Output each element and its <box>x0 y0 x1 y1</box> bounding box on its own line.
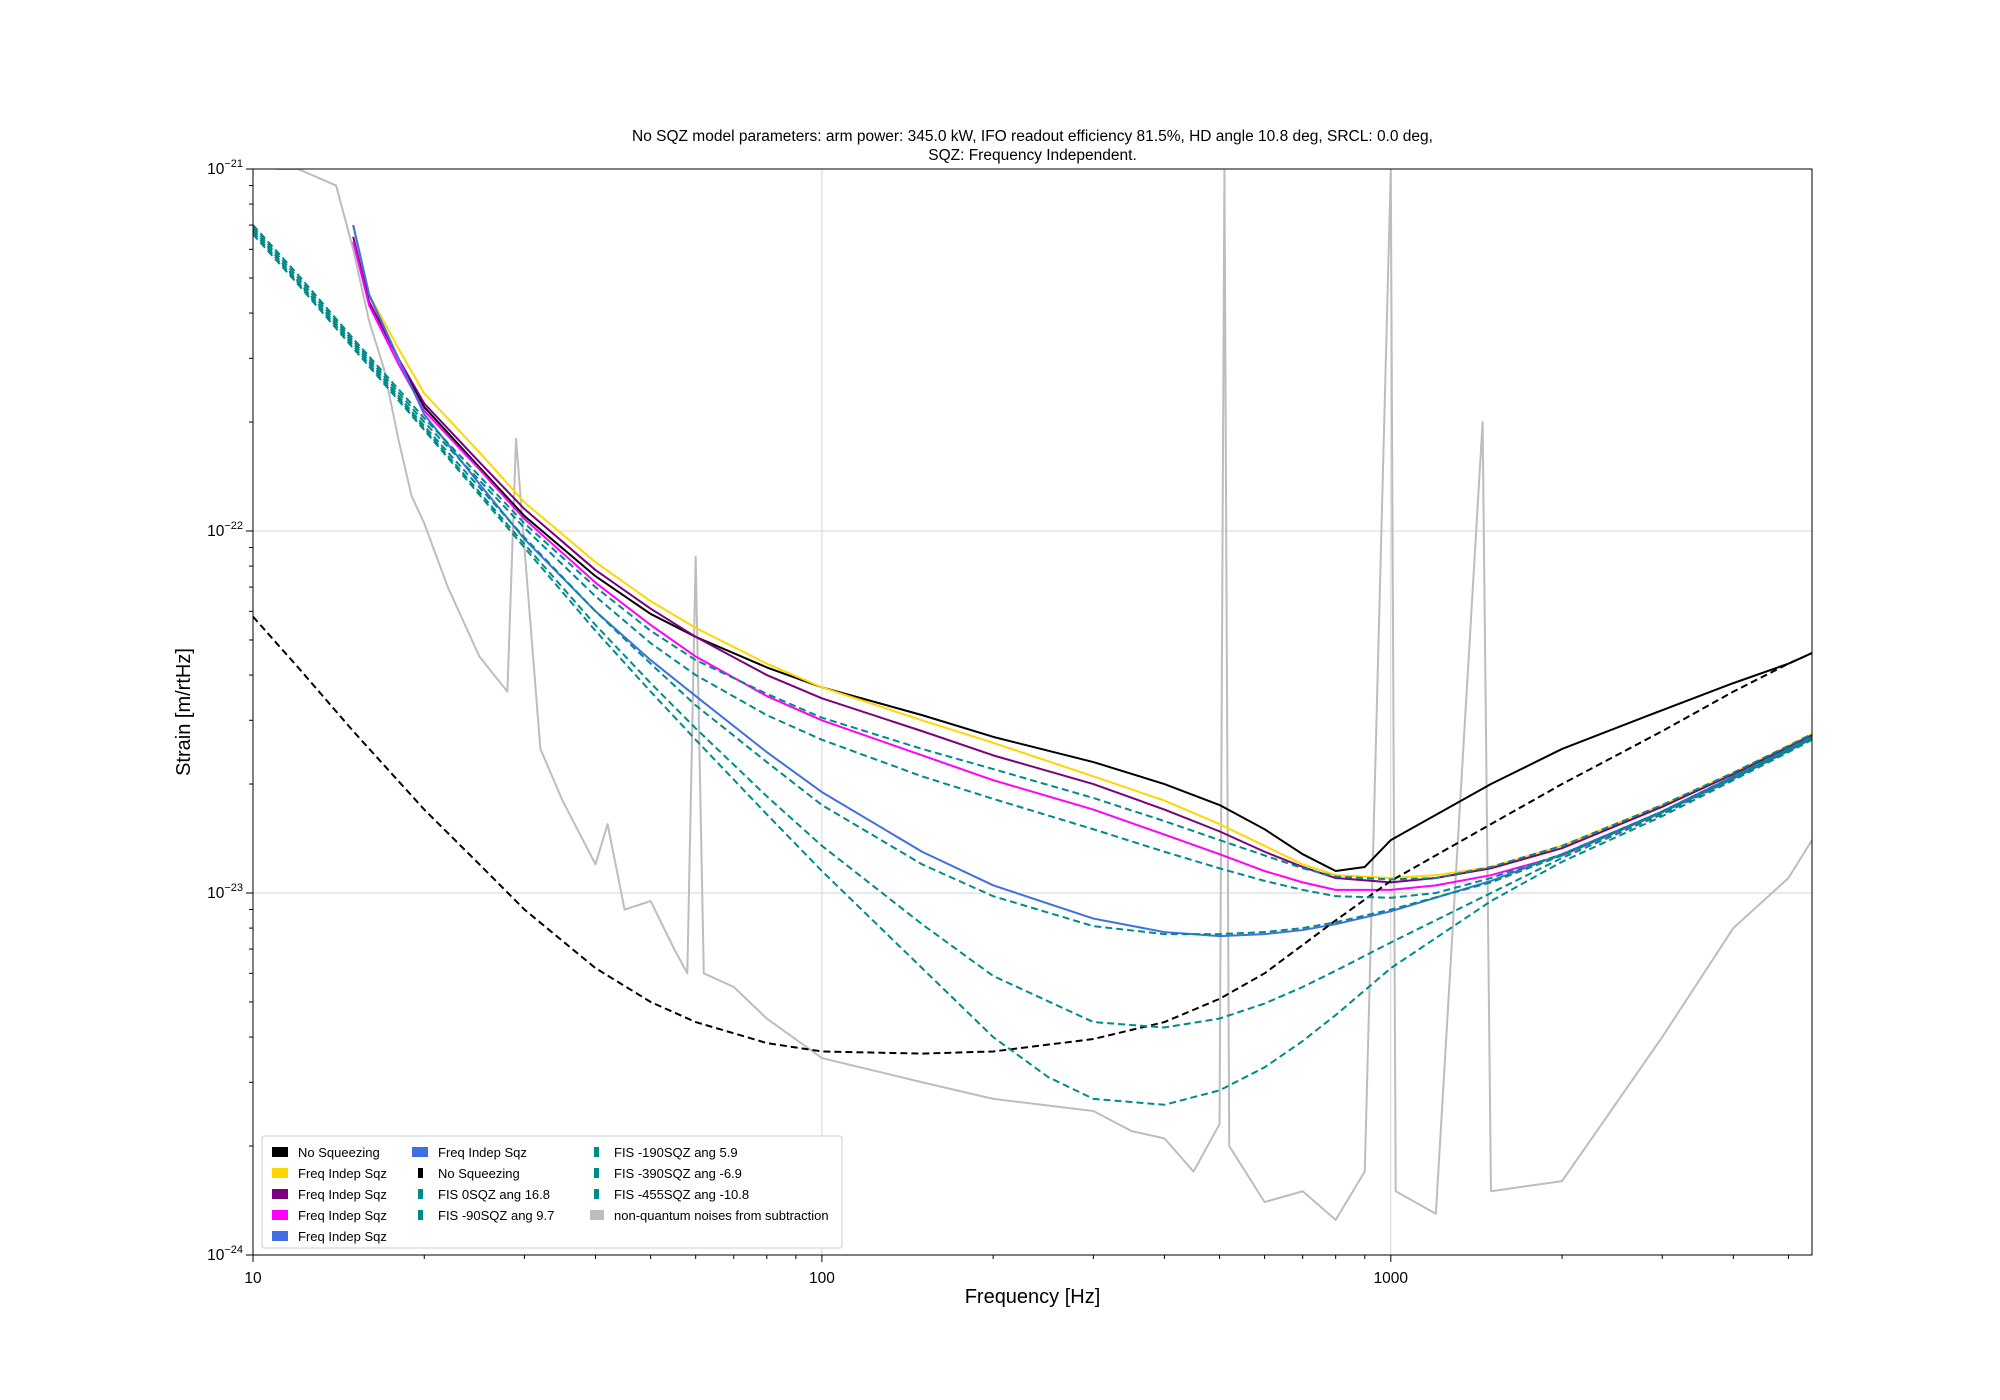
series-line-1 <box>352 224 1812 880</box>
legend-label: FIS -455SQZ ang -10.8 <box>614 1187 749 1202</box>
plot-area-frame <box>252 168 1813 1256</box>
legend-swatch <box>594 1168 599 1178</box>
y-tick-base: 10 <box>207 885 225 902</box>
legend-swatch <box>594 1189 599 1199</box>
y-tick-label: 10−21 <box>207 158 243 178</box>
legend-swatch <box>412 1147 428 1157</box>
x-tick-label: 1000 <box>1374 1270 1409 1287</box>
y-tick-label: 10−23 <box>207 882 243 902</box>
x-tick-label: 100 <box>809 1270 835 1287</box>
y-axis-label: Strain [m/rtHz] <box>173 648 195 776</box>
x-axis-label: Frequency [Hz] <box>965 1286 1101 1308</box>
legend-swatch <box>590 1210 604 1220</box>
legend-box <box>261 1135 843 1249</box>
legend-swatch <box>418 1189 423 1199</box>
y-tick-base: 10 <box>207 1247 225 1264</box>
y-tick-label: 10−22 <box>207 520 243 540</box>
legend-swatch <box>594 1147 599 1157</box>
y-tick-exponent: −21 <box>224 158 243 170</box>
legend-swatch <box>418 1168 423 1178</box>
series-line-9 <box>253 231 1812 1029</box>
y-tick-label: 10−24 <box>207 1244 243 1264</box>
x-tick-label: 10 <box>244 1270 262 1287</box>
legend-label: FIS -390SQZ ang -6.9 <box>614 1166 742 1181</box>
legend-label: FIS 0SQZ ang 16.8 <box>438 1187 550 1202</box>
y-tick-base: 10 <box>207 161 225 178</box>
series-line-8 <box>253 228 1812 936</box>
legend: No Squeezing Freq Indep Sqz Freq Indep Sqz… <box>261 1135 843 1249</box>
series-line-11 <box>276 169 1812 1221</box>
legend-label: No Squeezing <box>298 1145 380 1160</box>
series-line-7 <box>253 226 1812 899</box>
chart-title-line-1: No SQZ model parameters: arm power: 345.… <box>632 128 1433 145</box>
series-line-10 <box>253 233 1812 1106</box>
series-line-0 <box>352 224 1812 873</box>
legend-swatch <box>272 1210 288 1220</box>
y-tick-exponent: −23 <box>224 882 243 894</box>
legend-label: Freq Indep Sqz <box>298 1229 387 1244</box>
legend-swatch <box>272 1168 288 1178</box>
chart-title-line-2: SQZ: Frequency Independent. <box>928 147 1137 164</box>
legend-label: Freq Indep Sqz <box>298 1187 387 1202</box>
series-line-6 <box>253 224 1812 881</box>
legend-swatch <box>272 1147 288 1157</box>
legend-label: No Squeezing <box>438 1166 520 1181</box>
y-tick-exponent: −24 <box>224 1244 243 1256</box>
legend-label: Freq Indep Sqz <box>298 1166 387 1181</box>
series-line-5 <box>253 615 1812 1055</box>
legend-label: non-quantum noises from subtraction <box>614 1208 829 1223</box>
series-lines <box>253 169 1812 1221</box>
legend-label: FIS -190SQZ ang 5.9 <box>614 1145 738 1160</box>
legend-swatch <box>272 1231 288 1241</box>
legend-label: Freq Indep Sqz <box>298 1208 387 1223</box>
legend-label: Freq Indep Sqz <box>438 1145 527 1160</box>
legend-swatch <box>418 1210 423 1220</box>
legend-swatch <box>272 1189 288 1199</box>
series-line-2 <box>352 236 1812 884</box>
y-tick-base: 10 <box>207 523 225 540</box>
legend-label: FIS -90SQZ ang 9.7 <box>438 1208 554 1223</box>
y-tick-exponent: −22 <box>224 520 243 532</box>
